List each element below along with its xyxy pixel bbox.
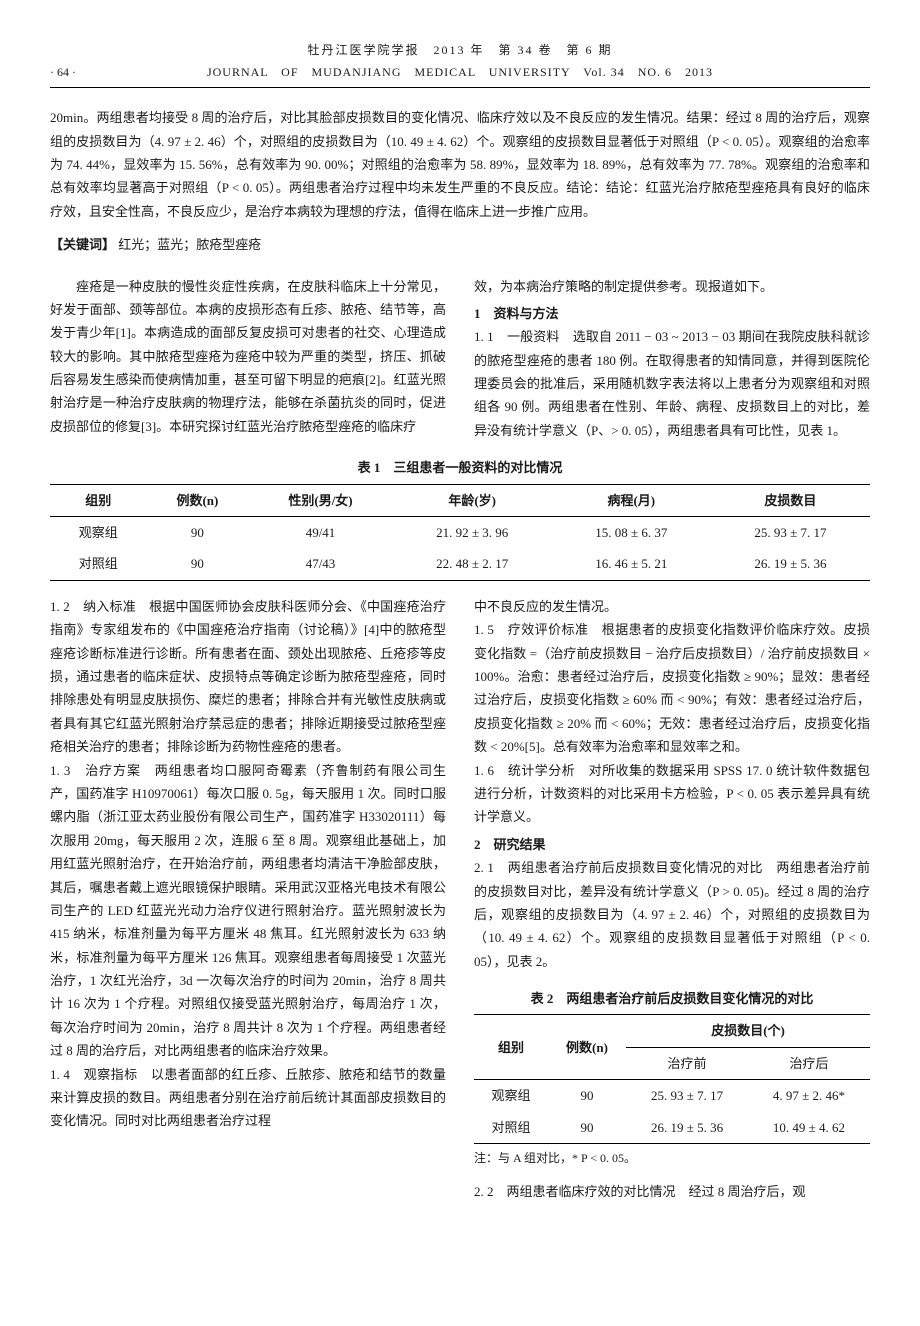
t2-sub1: 治疗前 [626, 1047, 748, 1079]
abstract-text: 20min。两组患者均接受 8 周的治疗后，对比其脸部皮损数目的变化情况、临床疗… [50, 106, 870, 223]
intro-right-col: 效，为本病治疗策略的制定提供参考。现报道如下。 1 资料与方法 1. 1 一般资… [474, 275, 870, 443]
section-2-2: 2. 2 两组患者临床疗效的对比情况 经过 8 周治疗后，观 [474, 1180, 870, 1203]
t2-group: 皮损数目(个) [626, 1015, 870, 1047]
journal-title-en: JOURNAL OF MUDANJIANG MEDICAL UNIVERSITY… [50, 62, 870, 84]
intro-left-text: 痤疮是一种皮肤的慢性炎症性疾病，在皮肤科临床上十分常见，好发于面部、颈等部位。本… [50, 275, 446, 439]
section-1-2: 1. 2 纳入标准 根据中国医师协会皮肤科医师分会、《中国痤疮治疗指南》专家组发… [50, 595, 446, 759]
section-1-4: 1. 4 观察指标 以患者面部的红丘疹、丘脓疹、脓疮和结节的数量来计算皮损的数目… [50, 1063, 446, 1133]
intro-right-top: 效，为本病治疗策略的制定提供参考。现报道如下。 [474, 275, 870, 298]
table-1: 组别 例数(n) 性别(男/女) 年龄(岁) 病程(月) 皮损数目 观察组 90… [50, 484, 870, 581]
section-1-3: 1. 3 治疗方案 两组患者均口服阿奇霉素（齐鲁制药有限公司生产，国药准字 H1… [50, 759, 446, 1063]
body-columns: 1. 2 纳入标准 根据中国医师协会皮肤科医师分会、《中国痤疮治疗指南》专家组发… [50, 595, 870, 1203]
page-number: · 64 · [50, 62, 76, 84]
keywords-block: 【关键词】 红光；蓝光；脓疮型痤疮 [50, 233, 870, 256]
section-1-6: 1. 6 统计学分析 对所收集的数据采用 SPSS 17. 0 统计软件数据包进… [474, 759, 870, 829]
table2-note: 注：与 A 组对比，* P < 0. 05。 [474, 1148, 870, 1170]
intro-columns: 痤疮是一种皮肤的慢性炎症性疾病，在皮肤科临床上十分常见，好发于面部、颈等部位。本… [50, 275, 870, 443]
section-1-1: 1. 1 一般资料 选取自 2011 − 03 ~ 2013 − 03 期间在我… [474, 325, 870, 442]
t1-h0: 组别 [50, 484, 146, 516]
table-row: 观察组 90 49/41 21. 92 ± 3. 96 15. 08 ± 6. … [50, 517, 870, 549]
keywords-text: 红光；蓝光；脓疮型痤疮 [118, 237, 261, 252]
section-1-5: 1. 5 疗效评价标准 根据患者的皮损变化指数评价临床疗效。皮损变化指数 =（治… [474, 618, 870, 758]
intro-left-col: 痤疮是一种皮肤的慢性炎症性疾病，在皮肤科临床上十分常见，好发于面部、颈等部位。本… [50, 275, 446, 443]
table-row: 对照组 90 26. 19 ± 5. 36 10. 49 ± 4. 62 [474, 1112, 870, 1144]
table-row: 对照组 90 47/43 22. 48 ± 2. 17 16. 46 ± 5. … [50, 548, 870, 580]
t2-col1: 组别 [474, 1015, 548, 1080]
t1-h1: 例数(n) [146, 484, 248, 516]
table2-title: 表 2 两组患者治疗前后皮损数目变化情况的对比 [474, 987, 870, 1010]
table1-title: 表 1 三组患者一般资料的对比情况 [50, 456, 870, 479]
keywords-label: 【关键词】 [50, 237, 115, 252]
t2-sub2: 治疗后 [748, 1047, 870, 1079]
t1-h5: 皮损数目 [711, 484, 870, 516]
journal-title-cn: 牡丹江医学院学报 2013 年 第 34 卷 第 6 期 [50, 40, 870, 62]
section-1-title: 1 资料与方法 [474, 302, 870, 325]
t1-h4: 病程(月) [552, 484, 711, 516]
section-2-1: 2. 1 两组患者治疗前后皮损数目变化情况的对比 两组患者治疗前的皮损数目对比，… [474, 856, 870, 973]
table-row: 观察组 90 25. 93 ± 7. 17 4. 97 ± 2. 46* [474, 1080, 870, 1112]
right-continuation: 中不良反应的发生情况。 [474, 595, 870, 618]
t2-col2: 例数(n) [548, 1015, 626, 1080]
section-2-title: 2 研究结果 [474, 833, 870, 856]
t1-h2: 性别(男/女) [248, 484, 392, 516]
right-col: 中不良反应的发生情况。 1. 5 疗效评价标准 根据患者的皮损变化指数评价临床疗… [474, 595, 870, 1203]
table-row: 组别 例数(n) 皮损数目(个) [474, 1015, 870, 1047]
t1-h3: 年龄(岁) [393, 484, 552, 516]
table-row: 组别 例数(n) 性别(男/女) 年龄(岁) 病程(月) 皮损数目 [50, 484, 870, 516]
page-header: · 64 · 牡丹江医学院学报 2013 年 第 34 卷 第 6 期 JOUR… [50, 40, 870, 88]
table-2: 组别 例数(n) 皮损数目(个) 治疗前 治疗后 观察组 90 25. 93 ±… [474, 1014, 870, 1144]
left-col: 1. 2 纳入标准 根据中国医师协会皮肤科医师分会、《中国痤疮治疗指南》专家组发… [50, 595, 446, 1203]
